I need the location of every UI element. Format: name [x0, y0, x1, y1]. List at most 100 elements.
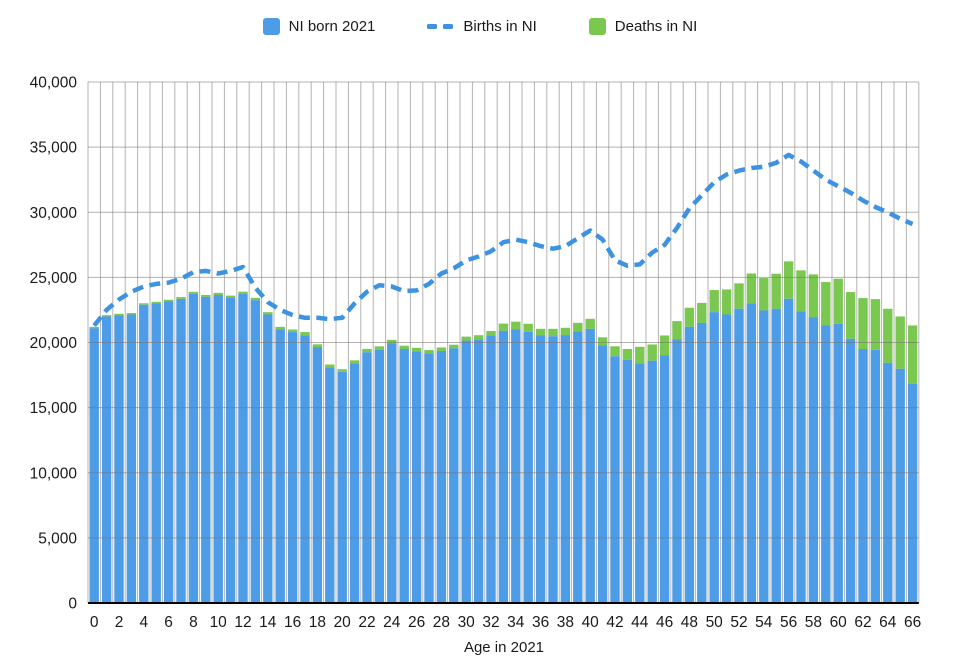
bar-deaths-in-ni	[225, 295, 236, 298]
bar-ni-born-2021	[473, 339, 484, 603]
bar-deaths-in-ni	[560, 327, 571, 336]
legend-swatch-blue-square	[262, 18, 280, 35]
y-tick-label: 0	[68, 596, 77, 613]
bar-deaths-in-ni	[833, 278, 843, 324]
bar-deaths-in-ni	[461, 336, 471, 341]
bar-deaths-in-ni	[622, 349, 633, 360]
legend-dashed-line-icon	[427, 24, 454, 29]
bar-deaths-in-ni	[709, 290, 719, 313]
legend-label-ni-born: NI born 2021	[288, 18, 376, 35]
x-tick-label: 54	[755, 614, 773, 631]
y-tick-label: 10,000	[30, 465, 78, 482]
x-tick-label: 0	[90, 614, 99, 631]
x-tick-label: 6	[164, 614, 173, 631]
x-tick-label: 38	[557, 614, 574, 631]
x-tick-label: 48	[681, 614, 698, 631]
bar-ni-born-2021	[895, 368, 905, 603]
bar-deaths-in-ni	[808, 274, 819, 318]
bar-deaths-in-ni	[597, 337, 608, 346]
bar-ni-born-2021	[833, 323, 843, 603]
bar-deaths-in-ni	[907, 325, 918, 384]
bar-deaths-in-ni	[176, 297, 186, 299]
bar-deaths-in-ni	[746, 273, 757, 304]
bar-deaths-in-ni	[535, 328, 546, 336]
bar-ni-born-2021	[783, 298, 794, 603]
bar-ni-born-2021	[238, 293, 248, 603]
bar-ni-born-2021	[188, 293, 199, 603]
x-tick-label: 16	[284, 614, 301, 631]
bar-deaths-in-ni	[449, 344, 459, 349]
bar-ni-born-2021	[89, 328, 99, 603]
x-tick-label: 24	[383, 614, 401, 631]
bar-ni-born-2021	[201, 296, 211, 603]
bar-deaths-in-ni	[684, 307, 695, 327]
x-tick-label: 50	[706, 614, 724, 631]
bar-ni-born-2021	[771, 308, 781, 603]
x-tick-label: 64	[879, 614, 897, 631]
bar-deaths-in-ni	[672, 321, 682, 340]
bar-deaths-in-ni	[337, 369, 347, 372]
bar-ni-born-2021	[858, 349, 868, 603]
y-tick-label: 25,000	[30, 270, 78, 287]
bar-deaths-in-ni	[101, 315, 112, 317]
bar-deaths-in-ni	[473, 335, 484, 340]
bar-ni-born-2021	[796, 311, 806, 603]
x-tick-label: 8	[189, 614, 198, 631]
bar-deaths-in-ni	[238, 291, 248, 294]
bar-ni-born-2021	[560, 335, 571, 603]
bar-deaths-in-ni	[213, 292, 223, 295]
x-axis-title: Age in 2021	[463, 639, 545, 656]
x-tick-label: 28	[433, 614, 450, 631]
bar-ni-born-2021	[139, 304, 149, 603]
bar-ni-born-2021	[349, 363, 360, 603]
bar-deaths-in-ni	[548, 328, 558, 337]
bar-deaths-in-ni	[635, 346, 645, 364]
bar-deaths-in-ni	[114, 313, 124, 316]
legend-item-ni-born: NI born 2021	[262, 18, 376, 35]
bar-ni-born-2021	[672, 339, 682, 603]
bar-ni-born-2021	[585, 328, 595, 603]
bar-ni-born-2021	[436, 350, 447, 603]
bar-deaths-in-ni	[659, 335, 670, 356]
bar-deaths-in-ni	[325, 364, 335, 368]
bar-deaths-in-ni	[486, 331, 496, 336]
bar-ni-born-2021	[907, 383, 918, 603]
bar-ni-born-2021	[734, 308, 744, 603]
bar-ni-born-2021	[151, 303, 161, 603]
bar-ni-born-2021	[610, 356, 620, 603]
legend-item-deaths: Deaths in NI	[588, 18, 698, 35]
bar-deaths-in-ni	[126, 313, 137, 315]
bar-deaths-in-ni	[511, 321, 521, 330]
bar-deaths-in-ni	[573, 322, 583, 332]
x-tick-label: 26	[408, 614, 425, 631]
x-tick-label: 52	[730, 614, 747, 631]
x-tick-label: 14	[259, 614, 277, 631]
x-tick-label: 66	[904, 614, 921, 631]
bar-ni-born-2021	[424, 353, 434, 603]
x-tick-label: 20	[334, 614, 352, 631]
bar-deaths-in-ni	[89, 326, 99, 329]
bar-deaths-in-ni	[362, 348, 372, 353]
bar-ni-born-2021	[163, 301, 174, 603]
x-tick-label: 40	[582, 614, 600, 631]
bar-ni-born-2021	[486, 335, 496, 603]
x-tick-label: 30	[458, 614, 476, 631]
bar-deaths-in-ni	[870, 299, 881, 350]
bar-ni-born-2021	[461, 340, 471, 603]
bar-deaths-in-ni	[139, 303, 149, 305]
legend-label-deaths: Deaths in NI	[614, 18, 698, 35]
x-tick-label: 22	[358, 614, 375, 631]
bar-deaths-in-ni	[411, 347, 422, 352]
bar-deaths-in-ni	[697, 302, 707, 323]
bar-ni-born-2021	[635, 363, 645, 603]
x-tick-label: 42	[606, 614, 623, 631]
bar-deaths-in-ni	[585, 318, 595, 329]
bar-ni-born-2021	[845, 338, 856, 603]
bar-ni-born-2021	[883, 362, 893, 603]
x-tick-label: 44	[631, 614, 649, 631]
bar-ni-born-2021	[300, 335, 310, 603]
bar-deaths-in-ni	[250, 297, 261, 301]
bar-ni-born-2021	[225, 297, 236, 603]
bar-ni-born-2021	[684, 326, 695, 603]
legend-swatch-green-square	[588, 18, 606, 35]
